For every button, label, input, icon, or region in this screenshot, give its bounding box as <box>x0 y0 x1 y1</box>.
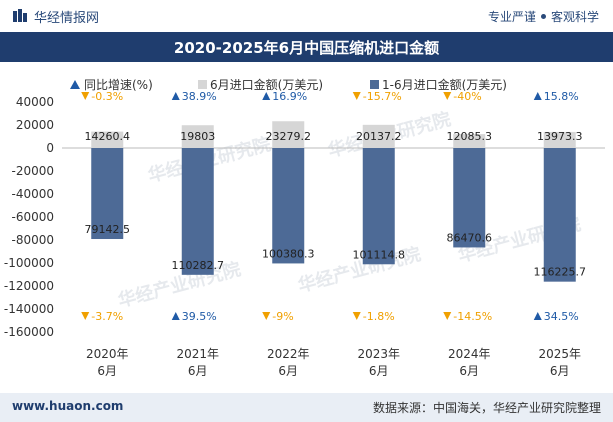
y-tick-label: -80000 <box>11 233 54 247</box>
data-label-june: 19803 <box>180 130 215 143</box>
x-tick-label-month: 6月 <box>369 364 389 378</box>
legend-swatch-cumulative <box>370 80 379 89</box>
data-label-june: 12085.3 <box>447 130 493 143</box>
yoy-label-cumulative: 39.5% <box>182 310 217 323</box>
yoy-label-june: 38.9% <box>182 90 217 103</box>
yoy-label-june: -40% <box>453 90 481 103</box>
yoy-label-june: 16.9% <box>272 90 307 103</box>
x-tick-label-year: 2022年 <box>267 347 310 361</box>
bar-cumulative <box>362 148 395 265</box>
chart-area: 华经产业研究院华经产业研究院华经产业研究院华经产业研究院华经产业研究院同比增速(… <box>4 77 605 378</box>
y-tick-label: 40000 <box>16 95 54 109</box>
data-label-cumulative: 101114.8 <box>353 248 406 261</box>
bar-june <box>543 131 576 148</box>
slogan-right: 客观科学 <box>550 10 599 24</box>
data-label-cumulative: 110282.7 <box>172 259 225 272</box>
down-triangle-icon <box>352 312 361 320</box>
down-triangle-icon <box>262 312 271 320</box>
up-triangle-icon <box>533 92 542 100</box>
yoy-label-cumulative: -9% <box>272 310 293 323</box>
down-triangle-icon <box>81 92 90 100</box>
bar-cumulative <box>272 148 305 264</box>
x-tick-label-month: 6月 <box>97 364 117 378</box>
x-tick-label-month: 6月 <box>459 364 479 378</box>
data-label-june: 14260.4 <box>85 130 131 143</box>
x-tick-label-year: 2024年 <box>448 347 491 361</box>
down-triangle-icon <box>352 92 361 100</box>
up-triangle-icon <box>533 312 542 320</box>
legend-label-june: 6月进口金额(万美元) <box>210 77 323 92</box>
bar-cumulative <box>453 148 486 248</box>
y-tick-label: -60000 <box>11 210 54 224</box>
yoy-label-cumulative: -3.7% <box>91 310 123 323</box>
footer-website: www.huaon.com <box>12 399 124 413</box>
y-tick-label: -140000 <box>4 302 54 316</box>
y-tick-label: -160000 <box>4 325 54 339</box>
yoy-label-june: -15.7% <box>363 90 402 103</box>
data-label-cumulative: 116225.7 <box>534 266 587 279</box>
chart-title: 2020-2025年6月中国压缩机进口金额 <box>173 39 440 57</box>
bar-june <box>362 124 395 148</box>
down-triangle-icon <box>81 312 90 320</box>
y-tick-label: -120000 <box>4 279 54 293</box>
y-tick-label: 0 <box>46 141 54 155</box>
bar-june <box>272 121 305 148</box>
x-tick-label-year: 2023年 <box>357 347 400 361</box>
slogan: 专业严谨 客观科学 <box>488 8 599 25</box>
y-tick-label: -100000 <box>4 256 54 270</box>
down-triangle-icon <box>443 92 452 100</box>
up-triangle-icon <box>171 92 180 100</box>
title-bar: 2020-2025年6月中国压缩机进口金额 <box>0 32 613 62</box>
y-tick-label: -40000 <box>11 187 54 201</box>
data-label-june: 20137.2 <box>356 130 402 143</box>
legend-swatch-june <box>198 80 207 89</box>
yoy-label-june: 15.8% <box>544 90 579 103</box>
legend-label-yoy: 同比增速(%) <box>84 78 153 92</box>
x-tick-label-month: 6月 <box>188 364 208 378</box>
bar-june <box>181 125 214 148</box>
x-tick-label-year: 2021年 <box>176 347 219 361</box>
up-triangle-icon <box>171 312 180 320</box>
up-triangle-icon <box>262 92 271 100</box>
dot-separator-icon <box>540 14 546 19</box>
legend-label-cumulative: 1-6月进口金额(万美元) <box>382 77 507 92</box>
data-label-june: 23279.2 <box>266 130 312 143</box>
legend-triangle-icon <box>70 80 80 89</box>
data-label-cumulative: 86470.6 <box>447 231 493 244</box>
x-tick-label-month: 6月 <box>278 364 298 378</box>
bar-june <box>91 131 124 148</box>
yoy-label-cumulative: -14.5% <box>453 310 492 323</box>
data-label-cumulative: 79142.5 <box>85 223 131 236</box>
slogan-left: 专业严谨 <box>487 10 536 24</box>
data-label-june: 13973.3 <box>537 130 583 143</box>
footer-source: 数据来源：中国海关，华经产业研究院整理 <box>372 401 601 415</box>
footer-bar: www.huaon.com 数据来源：中国海关，华经产业研究院整理 <box>0 393 613 422</box>
top-bar: 华经情报网 专业严谨 客观科学 <box>0 0 613 32</box>
yoy-label-cumulative: -1.8% <box>363 310 395 323</box>
x-tick-label-month: 6月 <box>550 364 570 378</box>
x-tick-label-year: 2025年 <box>538 347 581 361</box>
y-tick-label: -20000 <box>11 164 54 178</box>
yoy-label-cumulative: 34.5% <box>544 310 579 323</box>
y-tick-label: 20000 <box>16 118 54 132</box>
yoy-label-june: -0.3% <box>91 90 123 103</box>
x-tick-label-year: 2020年 <box>86 347 129 361</box>
bar-cumulative <box>91 148 124 240</box>
bar-cumulative <box>181 148 214 275</box>
brand-logo-icon <box>13 9 27 22</box>
bar-cumulative <box>543 148 576 282</box>
down-triangle-icon <box>443 312 452 320</box>
brand-name: 华经情报网 <box>34 11 100 26</box>
bar-june <box>453 134 486 148</box>
data-label-cumulative: 100380.3 <box>262 247 315 260</box>
